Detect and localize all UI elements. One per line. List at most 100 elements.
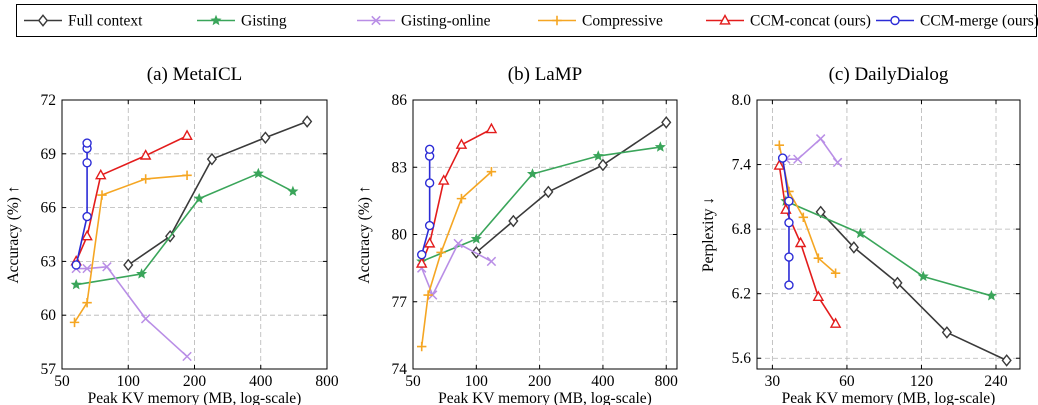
data-point-full-context	[848, 241, 859, 254]
data-point-ccm-concat-ours	[794, 236, 807, 248]
data-point-full-context	[597, 158, 609, 172]
data-point-compressive	[784, 186, 794, 197]
grid	[61, 99, 328, 370]
data-point-gisting	[252, 167, 264, 179]
data-point-ccm-concat-ours	[415, 257, 428, 268]
data-point-compressive	[182, 170, 192, 181]
data-point-compressive	[97, 190, 107, 200]
series-ccm-merge-ours	[71, 138, 92, 270]
data-point-full-context	[302, 115, 313, 128]
data-point-full-context	[892, 276, 903, 290]
series-ccm-concat-ours	[773, 159, 842, 328]
data-point-gisting	[854, 227, 866, 239]
series-ccm-merge-ours	[417, 144, 435, 260]
x-tick-label: 100	[117, 373, 141, 390]
data-point-ccm-concat-ours	[485, 122, 498, 134]
y-axis-label: Accuracy (%) ↑	[356, 185, 373, 283]
x-tick-label: 120	[910, 373, 934, 390]
data-point-full-context	[508, 214, 519, 228]
y-tick-label: 69	[41, 146, 57, 163]
y-axis-label: Accuracy (%) ↑	[5, 185, 22, 283]
series-ccm-concat-ours	[415, 122, 498, 268]
data-point-ccm-merge-ours	[784, 280, 794, 290]
legend-item-ccm-merge-ours: CCM-merge (ours)	[876, 13, 1038, 30]
panel-b-lamp: 50 100 200 400 800 74 77 80 83 86 (b) LaMP Peak KV …	[356, 64, 678, 405]
data-point-compressive	[830, 268, 841, 278]
data-point-gisting	[917, 270, 929, 282]
chart-title: (a) MetaICL	[147, 64, 242, 85]
x-tick-label: 100	[465, 373, 489, 390]
legend-item-compressive: Compressive	[538, 13, 663, 30]
y-tick-label: 7.4	[732, 157, 752, 174]
y-tick-label: 6.2	[732, 286, 751, 303]
series-line-ccm-concat-ours	[75, 135, 188, 262]
x-axis-label: Peak KV memory (MB, log-scale)	[88, 390, 302, 405]
series-compressive	[69, 170, 192, 328]
data-point-gisting-online	[182, 351, 192, 362]
data-point-full-context	[260, 131, 271, 144]
series-full-context	[123, 115, 313, 272]
data-point-ccm-merge-ours	[424, 144, 435, 155]
data-point-ccm-merge-ours	[82, 138, 92, 148]
x-tick-label: 400	[591, 373, 615, 390]
series-line-full-context	[127, 120, 308, 266]
data-point-ccm-concat-ours	[455, 138, 468, 149]
series-line-gisting-online	[420, 242, 492, 296]
legend-marker-full-context	[37, 14, 49, 27]
data-point-ccm-merge-ours	[784, 217, 794, 228]
legend-frame	[16, 4, 1037, 37]
y-tick-label: 63	[41, 253, 57, 270]
legend-marker-gisting-online	[371, 15, 381, 26]
data-point-full-context	[661, 116, 672, 129]
data-point-compressive	[456, 193, 467, 204]
data-point-compressive	[69, 317, 80, 328]
x-tick-label: 800	[315, 373, 339, 390]
data-point-ccm-concat-ours	[94, 168, 107, 180]
data-point-ccm-concat-ours	[780, 203, 792, 214]
x-tick-label: 50	[405, 373, 421, 390]
legend-marker-compressive	[552, 15, 562, 26]
data-point-gisting-online	[102, 262, 112, 272]
series-compressive	[417, 167, 497, 352]
panels: 50 100 200 400 800 57 60 63 66 69 72 (a) MetaICL Pea…	[5, 64, 1021, 405]
data-point-ccm-merge-ours	[82, 211, 92, 222]
data-point-ccm-concat-ours	[812, 290, 825, 302]
data-point-ccm-concat-ours	[829, 317, 842, 328]
series-line-gisting-online	[785, 137, 839, 163]
series-full-context	[471, 116, 672, 259]
data-point-gisting-online	[793, 154, 803, 164]
data-point-compressive	[436, 247, 446, 258]
data-point-ccm-concat-ours	[81, 229, 93, 241]
y-tick-label: 57	[41, 361, 57, 378]
x-axis-label: Peak KV memory (MB, log-scale)	[782, 390, 996, 405]
data-point-compressive	[417, 341, 427, 352]
data-point-ccm-concat-ours	[437, 174, 450, 185]
data-point-gisting	[70, 278, 82, 290]
plot-frame	[756, 99, 1021, 370]
data-point-gisting	[526, 168, 539, 179]
series-line-gisting	[785, 200, 992, 297]
data-point-full-context	[543, 185, 554, 199]
legend-label-ccm-concat-ours: CCM-concat (ours)	[750, 13, 871, 30]
panel-a-metaicl: 50 100 200 400 800 57 60 63 66 69 72 (a) MetaICL Pea…	[5, 64, 339, 405]
y-tick-label: 86	[392, 92, 408, 109]
data-point-compressive	[423, 290, 433, 300]
data-point-gisting-online	[82, 263, 92, 274]
x-tick-label: 800	[655, 373, 679, 390]
x-axis-label: Peak KV memory (MB, log-scale)	[438, 390, 652, 405]
data-point-gisting-online	[486, 256, 497, 267]
data-point-compressive	[82, 297, 92, 308]
legend-label-gisting: Gisting	[241, 13, 287, 30]
series-ccm-merge-ours	[777, 153, 794, 290]
data-point-gisting-online	[453, 238, 463, 249]
series-gisting-online	[416, 238, 497, 300]
x-tick-label: 400	[249, 373, 273, 390]
y-tick-label: 66	[41, 200, 57, 217]
y-axis-label: Perplexity ↓	[700, 197, 717, 272]
data-point-compressive	[798, 212, 809, 222]
x-tick-label: 200	[528, 373, 552, 390]
y-tick-label: 8.0	[732, 92, 752, 109]
legend-label-full-context: Full context	[68, 13, 143, 30]
legend-item-ccm-concat-ours: CCM-concat (ours)	[706, 13, 871, 30]
